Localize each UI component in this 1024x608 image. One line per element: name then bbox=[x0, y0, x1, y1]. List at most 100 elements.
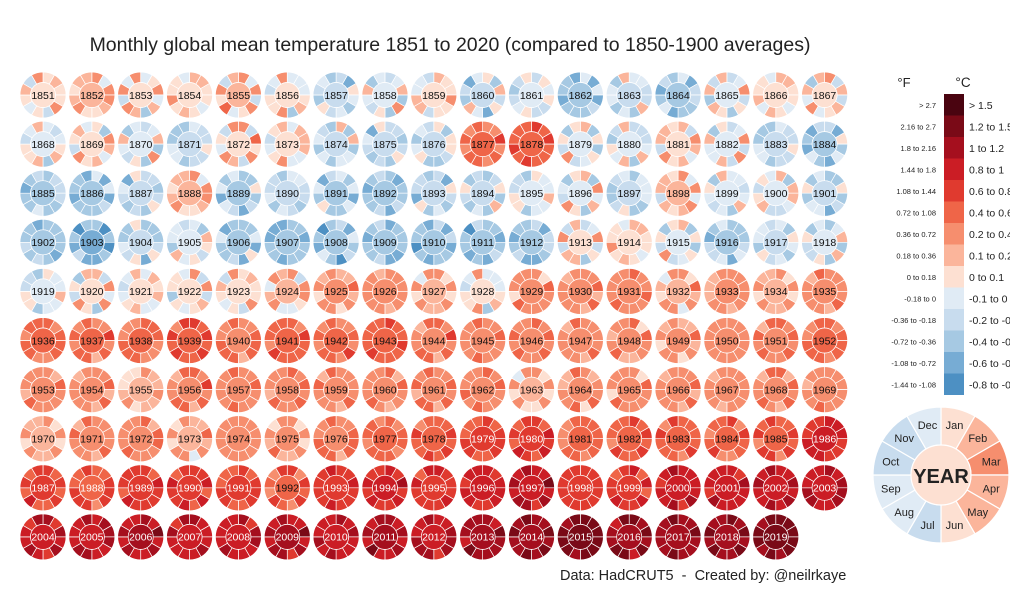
year-core bbox=[176, 327, 203, 354]
year-label: 1991 bbox=[227, 483, 251, 495]
legend-rows: > 2.7 > 1.5 2.16 to 2.7 1.2 to 1.5 1.8 to 2.… bbox=[891, 94, 1010, 395]
year-ring: 1875 bbox=[361, 120, 409, 168]
year-label: 1867 bbox=[813, 90, 837, 102]
year-label: 1884 bbox=[813, 139, 837, 151]
legend-celsius-header: °C bbox=[955, 75, 970, 90]
year-label: 1951 bbox=[764, 335, 788, 347]
year-label: 2004 bbox=[31, 532, 55, 544]
year-core bbox=[811, 229, 838, 256]
year-ring: 1916 bbox=[703, 218, 751, 266]
year-label: 1904 bbox=[129, 237, 153, 249]
year-core bbox=[420, 278, 447, 305]
year-ring: 1856 bbox=[263, 71, 311, 119]
year-ring: 1976 bbox=[312, 415, 360, 463]
year-ring: 2008 bbox=[215, 513, 262, 560]
year-label: 1963 bbox=[520, 384, 544, 396]
year-ring: 1931 bbox=[605, 268, 653, 315]
year-label: 1958 bbox=[276, 384, 300, 396]
year-core bbox=[78, 131, 105, 157]
year-label: 1931 bbox=[618, 286, 642, 298]
year-core bbox=[567, 82, 594, 108]
legend-row: 0.72 to 1.08 0.4 to 0.6 bbox=[896, 201, 1010, 223]
year-label: 2014 bbox=[520, 532, 544, 544]
year-label: 2009 bbox=[276, 532, 300, 544]
year-label: 2002 bbox=[764, 483, 788, 495]
year-ring: 1897 bbox=[605, 169, 653, 217]
year-ring: 1857 bbox=[312, 71, 360, 119]
year-label: 1866 bbox=[764, 90, 788, 102]
year-ring: 1899 bbox=[703, 169, 751, 217]
year-label: 1876 bbox=[422, 139, 446, 151]
year-ring: 1969 bbox=[801, 366, 848, 413]
legend-celsius-label: -0.1 to 0 bbox=[969, 294, 1008, 306]
year-ring: 1987 bbox=[19, 464, 67, 512]
year-label: 1942 bbox=[324, 335, 348, 347]
year-label: 1869 bbox=[80, 139, 104, 151]
year-label: 1892 bbox=[373, 188, 397, 200]
year-label: 1877 bbox=[471, 139, 495, 151]
legend-row: -0.18 to 0 -0.1 to 0 bbox=[904, 287, 1008, 309]
year-ring: 1971 bbox=[68, 415, 116, 463]
year-ring: 1859 bbox=[410, 71, 458, 119]
year-ring: 1946 bbox=[508, 317, 555, 364]
year-ring: 2017 bbox=[654, 513, 702, 560]
year-core bbox=[372, 278, 398, 305]
year-ring: 1874 bbox=[312, 120, 360, 168]
year-ring: 2000 bbox=[654, 464, 702, 512]
legend-swatch bbox=[944, 373, 964, 395]
year-core bbox=[78, 180, 105, 207]
year-ring: 1993 bbox=[312, 464, 360, 512]
year-ring: 2010 bbox=[312, 513, 360, 560]
legend-row: -1.08 to -0.72 -0.6 to -0.4 bbox=[891, 352, 1010, 374]
year-ring: 1982 bbox=[605, 415, 653, 463]
year-ring: 1968 bbox=[752, 366, 800, 413]
year-label: 1986 bbox=[813, 434, 837, 446]
year-ring: 1950 bbox=[703, 317, 751, 364]
year-ring: 1882 bbox=[703, 120, 751, 168]
year-core bbox=[176, 131, 203, 157]
year-ring: 1872 bbox=[215, 120, 262, 168]
year-label: 1897 bbox=[618, 188, 642, 200]
year-label: 1871 bbox=[178, 139, 202, 151]
legend-swatch bbox=[944, 309, 964, 331]
year-label: 1863 bbox=[618, 90, 642, 102]
legend-celsius-label: 0.6 to 0.8 bbox=[969, 186, 1010, 198]
year-ring: 1981 bbox=[556, 415, 604, 463]
year-label: 1865 bbox=[715, 90, 739, 102]
key-center-label: YEAR bbox=[913, 466, 969, 488]
year-core bbox=[518, 278, 545, 305]
year-core bbox=[762, 278, 789, 305]
year-ring: 1967 bbox=[703, 366, 751, 413]
color-legend: °F °C > 2.7 > 1.5 2.16 to 2.7 1.2 to 1.5 1.8… bbox=[891, 75, 1010, 395]
year-label: 1873 bbox=[276, 139, 300, 151]
year-core bbox=[762, 131, 789, 157]
year-ring: 1990 bbox=[166, 464, 213, 512]
year-label: 2013 bbox=[471, 532, 495, 544]
year-ring: 1908 bbox=[312, 218, 360, 266]
year-label: 1983 bbox=[666, 434, 690, 446]
year-ring: 1922 bbox=[166, 268, 213, 315]
legend-swatch bbox=[944, 180, 964, 202]
legend-swatch bbox=[944, 352, 964, 374]
year-core bbox=[30, 327, 56, 354]
year-label: 1973 bbox=[178, 434, 202, 446]
year-core bbox=[420, 131, 447, 157]
year-core bbox=[78, 229, 105, 256]
key-month-label: Feb bbox=[968, 433, 987, 445]
data-source: Data: HadCRUT5 bbox=[560, 568, 674, 584]
year-label: 1874 bbox=[324, 139, 348, 151]
year-core bbox=[567, 180, 594, 207]
legend-celsius-label: 0.2 to 0.4 bbox=[969, 229, 1010, 241]
year-label: 1981 bbox=[569, 434, 593, 446]
year-ring: 1924 bbox=[263, 268, 311, 315]
year-core bbox=[323, 180, 349, 207]
year-ring: 2015 bbox=[556, 513, 604, 560]
year-ring: 1932 bbox=[654, 268, 702, 315]
year-core bbox=[762, 229, 789, 256]
year-label: 1857 bbox=[324, 90, 348, 102]
year-core bbox=[225, 82, 252, 108]
year-ring: 2001 bbox=[703, 464, 751, 512]
legend-fahrenheit-label: 0.72 to 1.08 bbox=[896, 209, 936, 218]
year-label: 1868 bbox=[31, 139, 55, 151]
legend-celsius-label: 0 to 0.1 bbox=[969, 272, 1004, 284]
